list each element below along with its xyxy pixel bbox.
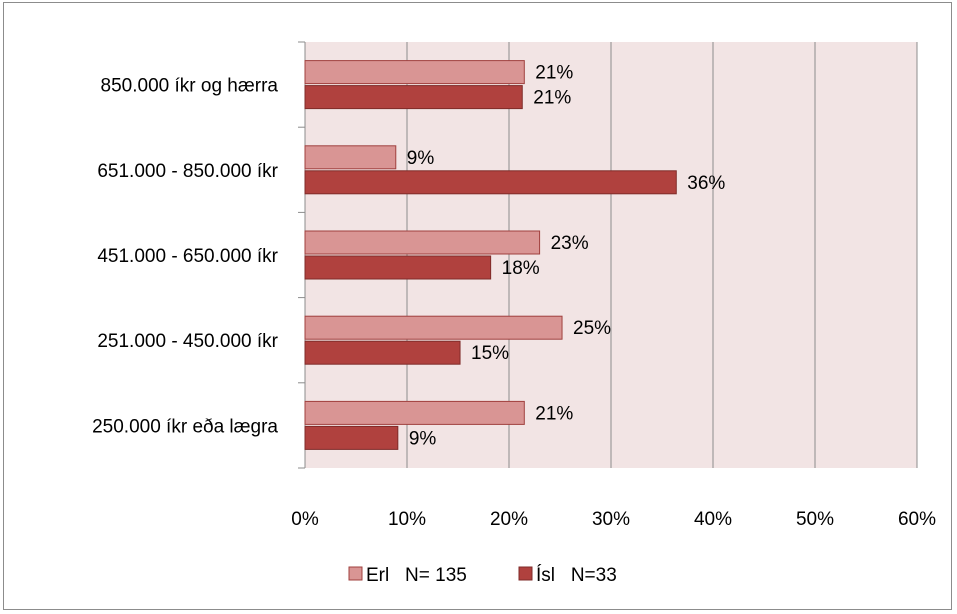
- data-label: 21%: [535, 403, 573, 424]
- x-tick-label: 30%: [592, 509, 630, 530]
- legend-label: Erl N= 135: [366, 565, 467, 586]
- data-label: 36%: [687, 173, 725, 194]
- category-label: 250.000 íkr eða lægra: [92, 416, 278, 437]
- data-label: 15%: [471, 343, 509, 364]
- category-label: 451.000 - 650.000 íkr: [97, 246, 278, 267]
- bar-erl: [304, 145, 397, 170]
- x-tick-label: 10%: [388, 509, 426, 530]
- bar-isl: [304, 425, 399, 450]
- data-label: 25%: [573, 318, 611, 339]
- data-label: 21%: [533, 88, 571, 109]
- legend-swatch: [348, 566, 363, 581]
- x-tick-label: 0%: [291, 509, 319, 530]
- x-tick-label: 60%: [898, 509, 936, 530]
- bar-isl: [304, 255, 492, 280]
- data-label: 9%: [409, 428, 437, 449]
- data-label: 9%: [407, 148, 435, 169]
- category-label: 651.000 - 850.000 íkr: [97, 161, 278, 182]
- data-label: 18%: [502, 258, 540, 279]
- category-label: 850.000 íkr og hærra: [101, 76, 279, 97]
- bar-erl: [304, 60, 525, 85]
- legend-label: Ísl N=33: [536, 565, 617, 586]
- legend: Erl N= 135 Ísl N=33: [348, 565, 617, 586]
- data-label: 23%: [551, 233, 589, 254]
- bar-isl: [304, 85, 523, 110]
- data-label: 21%: [535, 63, 573, 84]
- bar-erl: [304, 230, 541, 255]
- bar-erl: [304, 315, 563, 340]
- x-tick-label: 50%: [796, 509, 834, 530]
- bar-erl: [304, 400, 525, 425]
- x-tick-label: 20%: [490, 509, 528, 530]
- category-label: 251.000 - 450.000 íkr: [97, 331, 278, 352]
- bar-isl: [304, 170, 677, 195]
- bar-isl: [304, 340, 461, 365]
- legend-swatch: [518, 566, 533, 581]
- x-tick-label: 40%: [694, 509, 732, 530]
